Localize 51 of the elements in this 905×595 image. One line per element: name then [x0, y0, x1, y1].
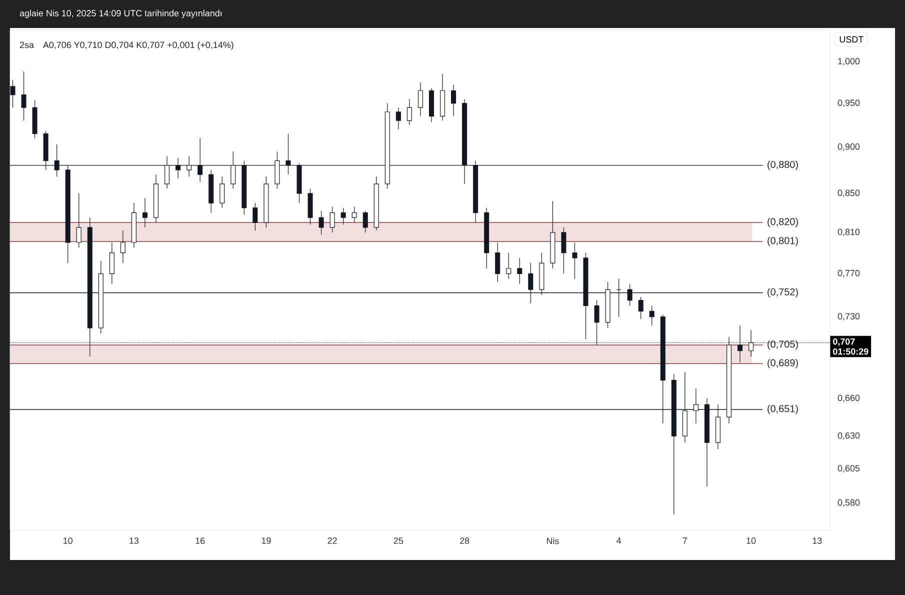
x-tick-label: 7 — [682, 538, 687, 544]
candlestick — [517, 258, 522, 284]
ref-line-label: (0,689) — [768, 358, 798, 368]
y-tick-label: 0,730 — [838, 313, 860, 321]
candlestick — [21, 71, 26, 121]
text: aglaie Nis 10, 2025 14:09 UTC tarihinde yayınlandı — [20, 10, 222, 18]
ref-line-label: (0,820) — [768, 218, 798, 228]
x-tick-label: 4 — [616, 538, 622, 544]
x-tick-label: 19 — [262, 538, 271, 544]
y-tick-label: 0,580 — [838, 499, 860, 507]
ref-line-label: (0,752) — [768, 288, 798, 298]
candlestick — [131, 202, 136, 248]
x-tick-label: 22 — [328, 538, 337, 544]
ref-line-label: (0,705) — [768, 340, 798, 350]
candlestick — [120, 230, 126, 264]
x-tick-label: 28 — [460, 538, 470, 544]
x-tick-label: 13 — [130, 538, 139, 544]
y-tick-label: 0,605 — [838, 465, 860, 473]
y-tick-label: 1,000 — [838, 58, 860, 66]
text: 2sa — [20, 42, 34, 48]
x-tick-label: 25 — [394, 538, 404, 544]
y-axis-title: USDT — [840, 36, 864, 43]
x-tick-label: 13 — [812, 538, 822, 544]
candlestick — [418, 82, 423, 116]
y-tick-label: 0,850 — [838, 190, 860, 198]
y-tick-label: 0,770 — [838, 270, 860, 278]
ref-line-label: (0,651) — [768, 404, 798, 414]
candlestick — [440, 74, 446, 121]
x-tick-label: 16 — [196, 538, 205, 544]
x-tick-label: 10 — [746, 538, 756, 544]
candlestick — [506, 252, 512, 280]
candlestick — [142, 198, 148, 228]
text: 01:50:29 — [833, 348, 868, 355]
y-tick-label: 0,950 — [838, 100, 860, 107]
ref-line-label: 0,707 — [833, 338, 855, 346]
ref-line-label: (0,801) — [768, 236, 798, 246]
candlestick — [428, 88, 434, 123]
candlestick — [406, 98, 412, 126]
candlestick — [154, 174, 159, 223]
y-tick-label: 0,900 — [838, 143, 860, 151]
x-tick-label: Nis — [546, 538, 559, 544]
candlestick — [109, 242, 114, 284]
ref-line-label: (0,880) — [768, 160, 798, 170]
y-tick-label: 0,660 — [838, 394, 860, 402]
y-tick-label: 0,810 — [838, 228, 860, 236]
candlestick — [396, 107, 401, 130]
candlestick — [572, 242, 578, 280]
text: A0,706 Y0,710 D0,704 K0,707 +0,001 (+0,14%) — [42, 42, 234, 50]
y-tick-label: 0,630 — [838, 432, 860, 440]
x-tick-label: 10 — [64, 538, 72, 544]
candlestick — [451, 84, 456, 116]
